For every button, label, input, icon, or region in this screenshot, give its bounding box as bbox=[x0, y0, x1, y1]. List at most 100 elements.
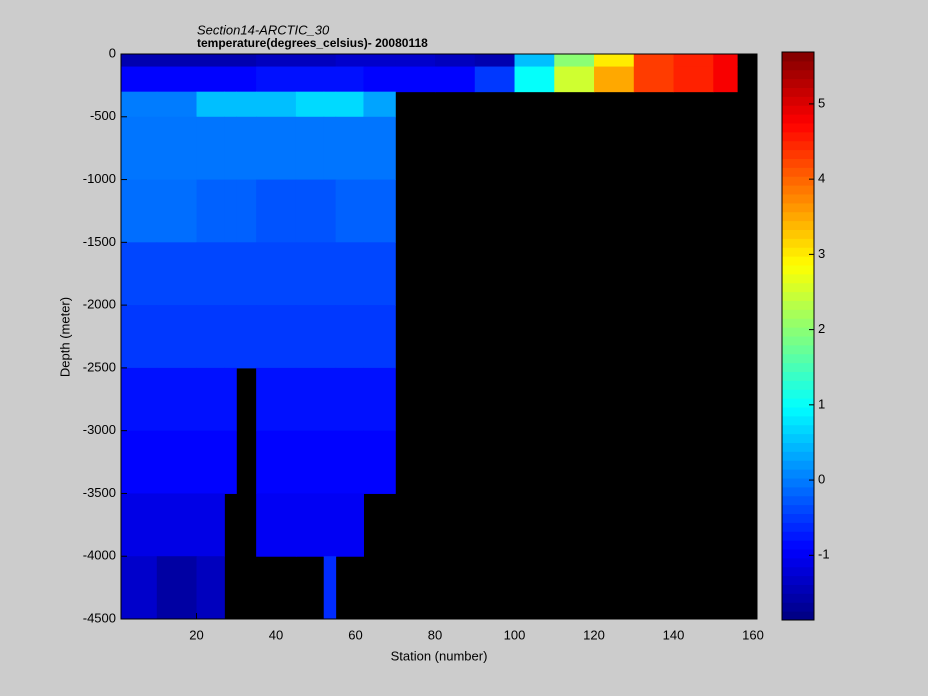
heatmap-cell bbox=[363, 242, 396, 306]
heatmap-cell bbox=[323, 242, 337, 306]
colorbar-step bbox=[782, 140, 814, 151]
heatmap-cell bbox=[594, 54, 635, 68]
colorbar-step bbox=[782, 265, 814, 275]
heatmap-cell bbox=[256, 430, 297, 494]
colorbar-step bbox=[782, 469, 814, 479]
colorbar-step bbox=[782, 52, 814, 62]
heatmap-cell bbox=[335, 242, 364, 306]
colorbar-step bbox=[782, 424, 814, 435]
colorbar-step bbox=[782, 407, 814, 417]
heatmap-cell bbox=[435, 66, 476, 93]
heatmap-cell bbox=[121, 91, 158, 118]
heatmap-cell bbox=[554, 54, 595, 68]
x-tick-label: 20 bbox=[189, 627, 203, 642]
heatmap-cell bbox=[295, 242, 325, 306]
colorbar-step bbox=[782, 389, 814, 399]
heatmap-cell bbox=[335, 305, 364, 369]
colorbar-step bbox=[782, 131, 814, 142]
colorbar-step bbox=[782, 442, 814, 452]
heatmap-cell bbox=[224, 242, 237, 306]
y-tick-label: -1500 bbox=[83, 234, 116, 249]
heatmap-cell bbox=[363, 116, 396, 181]
heatmap-cell bbox=[121, 242, 158, 306]
heatmap-cell bbox=[156, 116, 198, 181]
heatmap-cell bbox=[295, 493, 325, 557]
heatmap-cell bbox=[121, 493, 158, 557]
heatmap-cell bbox=[224, 367, 237, 432]
heatmap-cell bbox=[196, 54, 225, 68]
x-tick-label: 40 bbox=[269, 627, 283, 642]
heatmap-cell bbox=[295, 305, 325, 369]
heatmap-cell bbox=[256, 66, 297, 93]
heatmap-cell bbox=[196, 430, 225, 494]
heatmap-cell bbox=[323, 54, 337, 68]
heatmap-cell bbox=[514, 66, 555, 93]
heatmap-cell bbox=[323, 430, 337, 494]
heatmap-cell bbox=[256, 91, 297, 118]
heatmap-cell bbox=[196, 91, 225, 118]
colorbar-step bbox=[782, 238, 814, 248]
heatmap-cell bbox=[335, 116, 364, 181]
heatmap-cell bbox=[395, 54, 436, 68]
heatmap-cell bbox=[323, 367, 337, 432]
colorbar-step bbox=[782, 602, 814, 612]
colorbar-step bbox=[782, 460, 814, 470]
y-tick-label: -2500 bbox=[83, 359, 116, 374]
heatmap-cell bbox=[335, 367, 364, 432]
y-tick-label: -4000 bbox=[83, 548, 116, 563]
heatmap-cell bbox=[474, 54, 516, 68]
colorbar-step bbox=[782, 531, 814, 541]
heatmap-cell bbox=[196, 556, 225, 620]
plot-frame bbox=[120, 53, 758, 620]
colorbar-step bbox=[782, 194, 814, 204]
heatmap-cell bbox=[363, 179, 396, 243]
heatmap-cell bbox=[514, 54, 555, 68]
heatmap-cell bbox=[633, 54, 675, 68]
colorbar-step bbox=[782, 96, 814, 106]
heatmap-cell bbox=[236, 179, 257, 243]
colorbar-step bbox=[782, 336, 814, 346]
colorbar-step bbox=[782, 78, 814, 88]
x-tick-label: 100 bbox=[504, 627, 526, 642]
colorbar-step bbox=[782, 557, 814, 568]
heatmap-cell bbox=[323, 305, 337, 369]
heatmap-cell bbox=[295, 367, 325, 432]
heatmap-cell bbox=[224, 305, 237, 369]
heatmap-cell bbox=[363, 54, 396, 68]
x-tick-label: 80 bbox=[428, 627, 442, 642]
heatmap-cell bbox=[295, 91, 325, 118]
heatmap-cell bbox=[121, 116, 158, 181]
heatmap-cell bbox=[196, 367, 225, 432]
heatmap-cell bbox=[236, 54, 257, 68]
colorbar-step bbox=[782, 415, 814, 426]
colorbar-step bbox=[782, 114, 814, 124]
colorbar-step bbox=[782, 87, 814, 97]
colorbar-step bbox=[782, 291, 814, 301]
colorbar-tick-label: 2 bbox=[818, 321, 825, 336]
heatmap-cell bbox=[256, 54, 297, 68]
heatmap-cell bbox=[196, 305, 225, 369]
colorbar-step bbox=[782, 167, 814, 177]
heatmap-cell bbox=[673, 66, 714, 93]
heatmap-cell bbox=[121, 179, 158, 243]
colorbar-step bbox=[782, 575, 814, 585]
colorbar-tick-label: 5 bbox=[818, 95, 825, 110]
heatmap-cell bbox=[713, 54, 738, 68]
x-tick-label: 140 bbox=[663, 627, 685, 642]
heatmap-cell bbox=[236, 242, 257, 306]
heatmap-cell bbox=[236, 66, 257, 93]
heatmap-cell bbox=[633, 66, 675, 93]
heatmap-cell bbox=[156, 493, 198, 557]
colorbar-step bbox=[782, 158, 814, 168]
heatmap-cell bbox=[323, 66, 337, 93]
colorbar-step bbox=[782, 60, 814, 71]
colorbar-step bbox=[782, 451, 814, 461]
x-tick-label: 60 bbox=[348, 627, 362, 642]
colorbar-step bbox=[782, 344, 814, 355]
colorbar-step bbox=[782, 593, 814, 603]
heatmap-cell bbox=[121, 367, 158, 432]
heatmap-cell bbox=[236, 305, 257, 369]
heatmap-cell bbox=[196, 116, 225, 181]
heatmap-cell bbox=[323, 179, 337, 243]
